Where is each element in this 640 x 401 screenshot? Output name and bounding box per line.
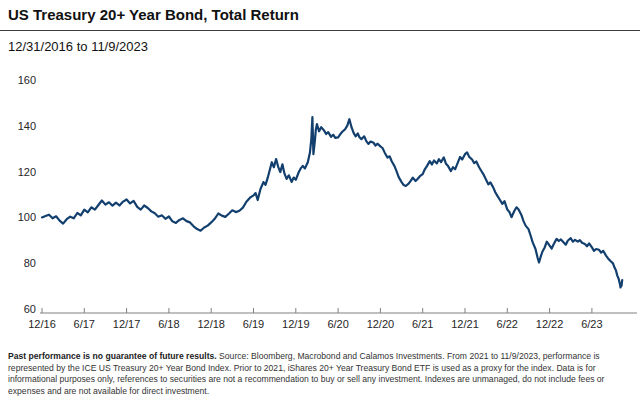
date-range-subtitle: 12/31/2016 to 11/9/2023 — [8, 39, 148, 54]
x-axis-label: 12/19 — [282, 318, 310, 330]
x-axis-label: 6/18 — [158, 318, 179, 330]
bond-total-return-chart: 60 80 100 120 140 160 12/16 6/17 12/17 6/18 12/18 6… — [0, 0, 640, 401]
x-axis-label: 6/20 — [327, 318, 348, 330]
x-axis-label: 12/20 — [367, 318, 395, 330]
x-axis-label: 12/17 — [113, 318, 141, 330]
x-axis-label: 12/22 — [536, 318, 564, 330]
x-axis-label: 6/17 — [74, 318, 95, 330]
title-divider — [0, 30, 640, 31]
y-axis-label: 140 — [18, 120, 36, 132]
x-axis-label: 6/23 — [581, 318, 602, 330]
y-axis-label: 160 — [18, 74, 36, 86]
x-axis-label: 6/19 — [243, 318, 264, 330]
total-return-line — [42, 117, 622, 287]
y-axis-label: 80 — [24, 257, 36, 269]
x-axis-label: 12/18 — [197, 318, 225, 330]
y-axis-label: 100 — [18, 211, 36, 223]
y-axis-label: 120 — [18, 166, 36, 178]
x-axis-label: 6/22 — [497, 318, 518, 330]
disclosure-footnote: Past performance is no guarantee of futu… — [8, 351, 634, 397]
x-axis-label: 12/21 — [451, 318, 479, 330]
x-axis-label: 12/16 — [28, 318, 56, 330]
chart-page: 60 80 100 120 140 160 12/16 6/17 12/17 6/18 12/18 6… — [0, 0, 640, 401]
y-axis-label: 60 — [24, 303, 36, 315]
footnote-bold-lead: Past performance is no guarantee of futu… — [8, 351, 217, 361]
x-axis-label: 6/21 — [412, 318, 433, 330]
page-title: US Treasury 20+ Year Bond, Total Return — [8, 6, 299, 23]
